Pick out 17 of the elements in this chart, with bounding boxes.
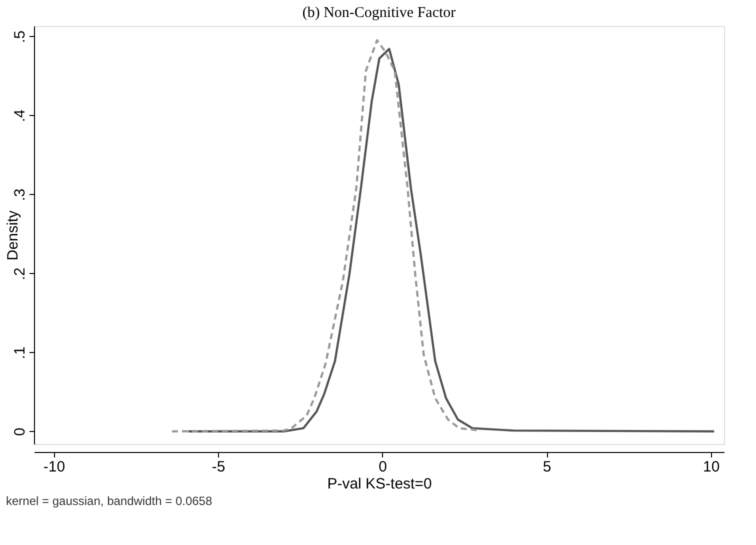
- y-axis-title: Density: [4, 210, 22, 261]
- x-tick-label: -5: [212, 458, 226, 476]
- x-tick-label: 5: [542, 458, 552, 476]
- y-tick-label: .5: [12, 30, 28, 44]
- x-tick-label: 0: [378, 458, 387, 476]
- y-tick-label: 0: [12, 428, 28, 436]
- x-axis-title: P-val KS-test=0: [327, 476, 432, 492]
- text: kernel = gaussian, bandwidth = 0.0658: [6, 494, 212, 508]
- x-tick-label: -10: [43, 458, 66, 476]
- y-tick-label: .1: [12, 346, 28, 360]
- y-tick-label: .4: [12, 110, 28, 122]
- x-tick-label: 10: [703, 458, 720, 476]
- y-tick-label: .3: [12, 188, 28, 202]
- y-tick-label: .2: [12, 268, 28, 280]
- line-series: [187, 48, 716, 432]
- chart-title: (b) Non-Cognitive Factor: [302, 5, 456, 21]
- line-series: [170, 39, 482, 432]
